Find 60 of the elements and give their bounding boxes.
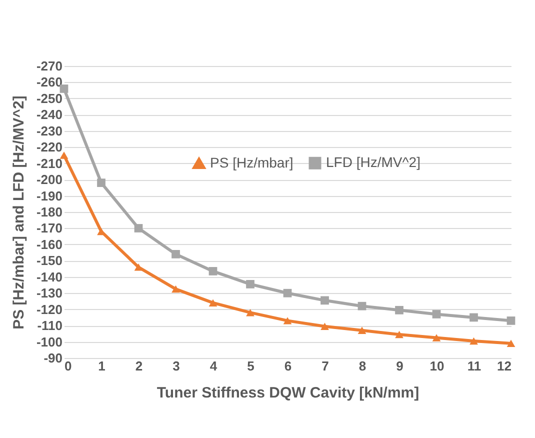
y-tick-label: -210: [36, 156, 62, 171]
x-tick-label: 3: [172, 358, 180, 374]
y-tick-label: -90: [44, 350, 62, 366]
point: [246, 308, 254, 316]
point: [470, 313, 478, 322]
x-tick-label: 8: [358, 358, 366, 374]
point: [506, 316, 516, 325]
point: [358, 302, 366, 310]
point: [470, 337, 478, 345]
legend-label: LFD [Hz/MV^2]: [326, 154, 420, 170]
x-tick-label: 12: [497, 358, 512, 374]
point: [97, 178, 106, 187]
y-tick-label: -170: [36, 220, 62, 236]
y-tick-label: -150: [36, 253, 62, 268]
point: [134, 224, 143, 232]
y-tick-label: -250: [36, 90, 62, 106]
point: [208, 267, 218, 276]
point: [283, 317, 292, 324]
legend-label: PS [Hz/mbar]: [210, 154, 294, 170]
point: [208, 299, 218, 306]
point: [172, 250, 180, 258]
point: [320, 296, 329, 305]
y-tick-label: -200: [36, 172, 62, 188]
x-tick-label: 7: [322, 358, 329, 374]
point: [395, 306, 404, 314]
x-tick-label: 5: [247, 358, 254, 374]
y-tick-label: -190: [36, 188, 62, 204]
point: [506, 340, 516, 348]
y-axis-title: PS [Hz/mbar] and LFD [Hz/MV^2]: [10, 96, 28, 330]
x-tick-label: 0: [64, 358, 72, 374]
point: [432, 310, 441, 318]
point: [395, 330, 404, 338]
point: [358, 326, 366, 334]
y-tick-label: -100: [36, 334, 62, 350]
y-tick-label: -230: [36, 123, 62, 138]
x-axis-title: Tuner Stiffness DQW Cavity [kN/mm]: [156, 384, 420, 402]
point: [60, 152, 68, 159]
y-tick-label: -220: [36, 140, 62, 155]
y-tick-label: -140: [36, 269, 62, 284]
y-tick-label: -260: [36, 74, 62, 90]
point: [432, 334, 441, 342]
x-tick-label: 1: [98, 358, 106, 374]
y-tick-label: -110: [37, 318, 62, 334]
x-tick-label: 6: [284, 358, 292, 374]
x-tick-label: 9: [396, 358, 404, 374]
point: [134, 264, 143, 271]
y-tick-label: -120: [36, 302, 62, 317]
x-tick-label: 4: [210, 358, 218, 374]
x-tick-label: 11: [467, 358, 482, 374]
point: [172, 285, 180, 293]
y-tick-label: -240: [36, 107, 62, 122]
point: [283, 288, 292, 298]
y-tick-label: -160: [36, 236, 62, 252]
x-tick-label: 2: [135, 358, 143, 374]
y-tick-label: -270: [36, 58, 62, 74]
x-tick-label: 10: [430, 358, 444, 374]
point: [320, 322, 329, 330]
y-tick-label: -180: [36, 204, 62, 220]
y-tick-label: -130: [36, 286, 62, 301]
point: [246, 280, 254, 288]
